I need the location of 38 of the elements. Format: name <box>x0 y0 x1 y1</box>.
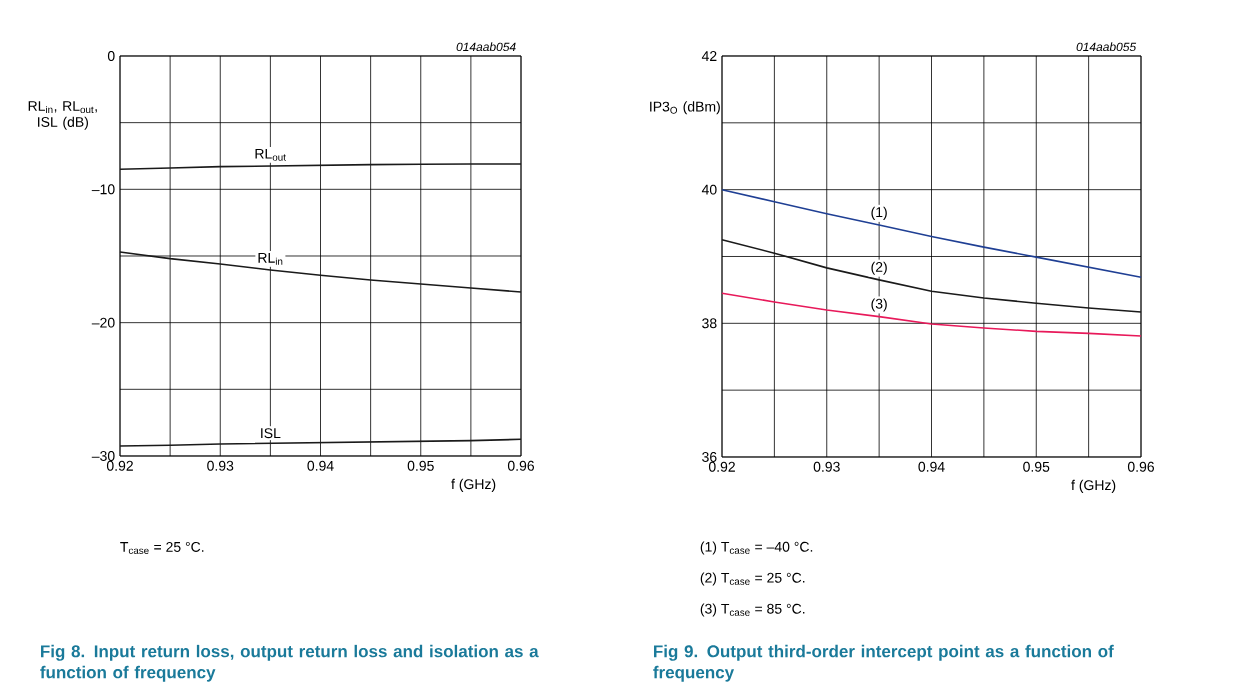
y-tick-label: 38 <box>702 318 717 329</box>
x-tick-label: 0.94 <box>307 460 334 471</box>
text: 014aab054 <box>456 42 516 52</box>
text: 014aab055 <box>1076 42 1137 52</box>
series-label: (1) <box>871 206 887 220</box>
text: (3) T$_{case}$ = 85 °C. <box>700 603 805 617</box>
x-tick-label: 0.95 <box>1023 461 1050 472</box>
x-tick-label: 0.93 <box>813 461 840 472</box>
text: (1) T$_{case}$ = –40 °C. <box>700 541 813 555</box>
series-label: RL$_{out}$ <box>255 148 286 161</box>
x-tick-label: 0.96 <box>507 460 535 471</box>
series-label: ISL <box>261 428 281 439</box>
y-tick-label: –30 <box>91 451 115 461</box>
y-tick-label: 36 <box>702 452 717 462</box>
x-tick-label: 0.92 <box>708 461 735 472</box>
x-axis-title: f (GHz) <box>1071 479 1116 493</box>
text: Fig 8. Input return loss, output return loss and isolation as a function of frequency <box>40 644 539 682</box>
text: (2) T$_{case}$ = 25 °C. <box>700 572 805 586</box>
y-axis-title: RL$_{in}$, RL$_{out}$, ISL (dB) <box>28 101 97 130</box>
series-label: (2) <box>871 261 887 275</box>
x-tick-label: 0.94 <box>918 461 945 472</box>
text: Fig 9. Output third-order intercept point as a function of frequency <box>653 644 1114 682</box>
series-label: RL$_{in}$ <box>258 253 283 265</box>
series-label: (3) <box>871 298 887 312</box>
line-series <box>721 292 1142 337</box>
y-axis-title: IP3$_{O}$ (dBm) <box>650 101 720 115</box>
x-axis-title: f (GHz) <box>451 478 496 492</box>
line-series <box>721 238 1142 313</box>
x-tick-label: 0.96 <box>1127 461 1154 472</box>
y-tick-label: –10 <box>91 184 115 195</box>
y-tick-label: 40 <box>701 184 717 195</box>
x-tick-label: 0.92 <box>106 460 133 471</box>
x-tick-label: 0.93 <box>207 460 234 471</box>
y-tick-label: 42 <box>701 51 717 61</box>
y-tick-label: 0 <box>107 51 115 61</box>
x-tick-label: 0.95 <box>407 460 434 471</box>
text: T$_{case}$ = 25 °C. <box>120 541 204 554</box>
y-tick-label: –20 <box>91 317 115 328</box>
